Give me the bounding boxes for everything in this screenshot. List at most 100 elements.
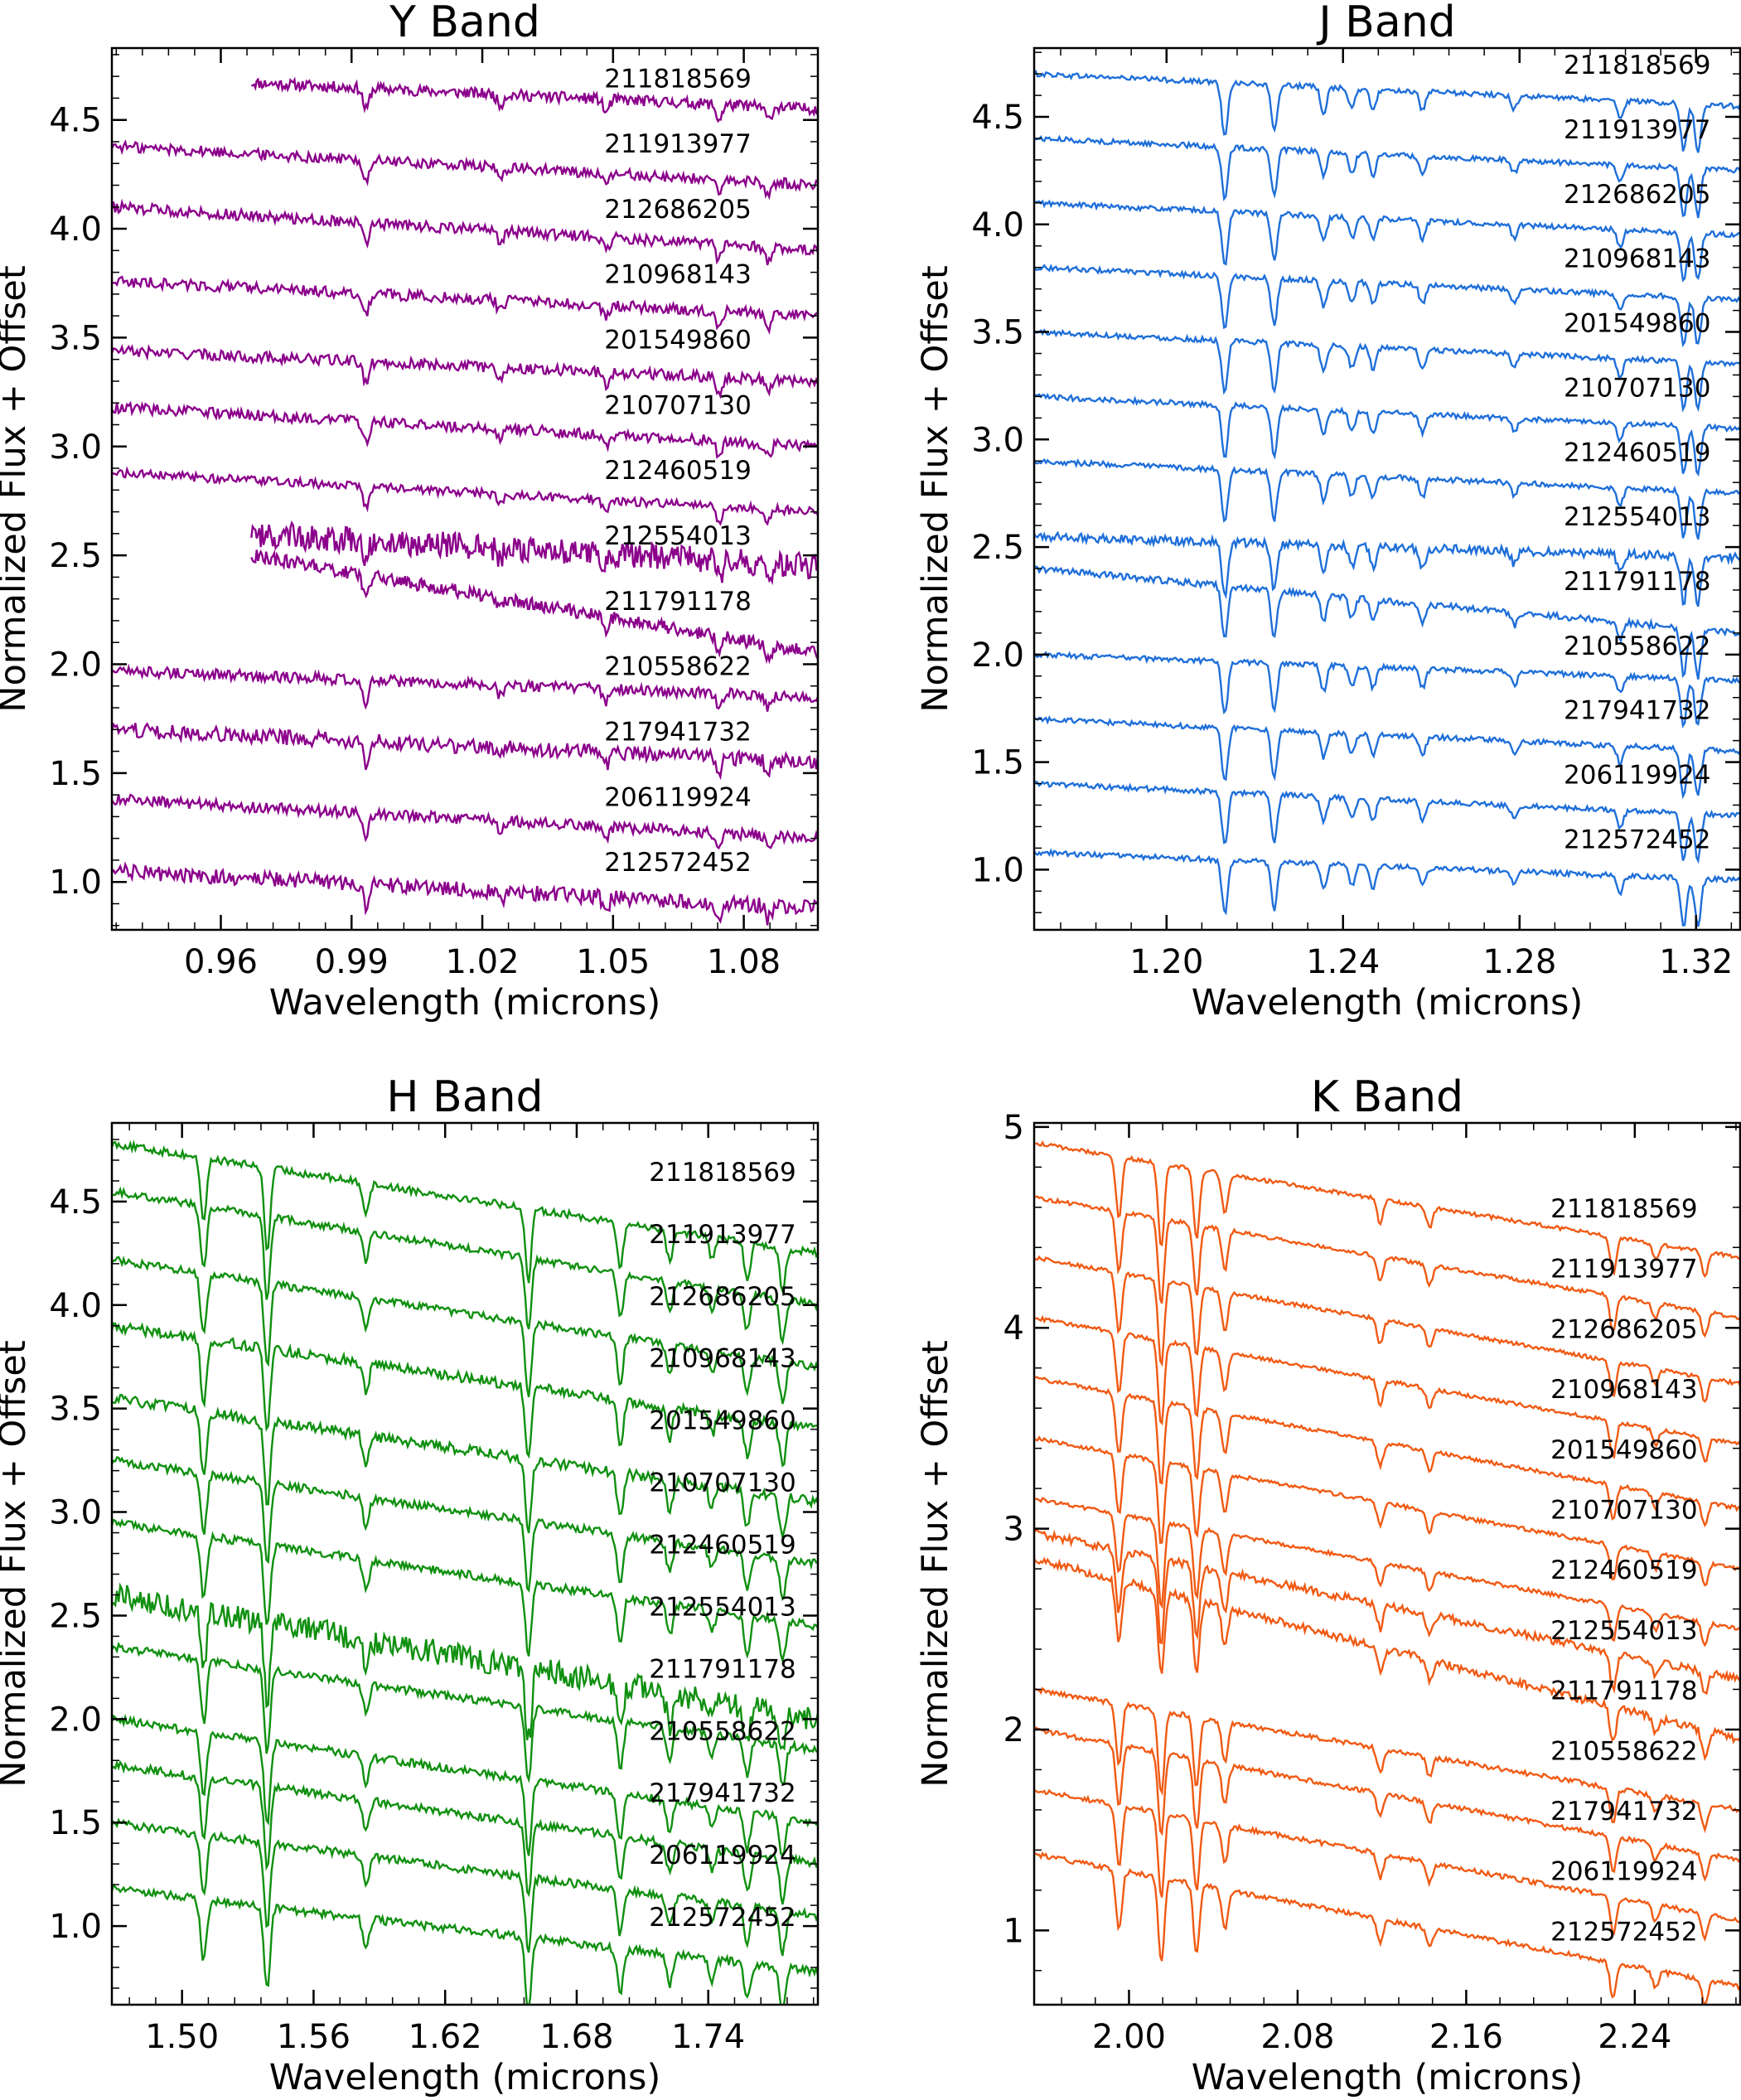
star-label: 212460519 <box>649 1531 796 1560</box>
spectrum-line-212554013 <box>1034 1528 1740 1696</box>
spectra <box>1034 1140 1740 2005</box>
y-tick-label: 2 <box>1003 1711 1024 1749</box>
x-tick-label: 1.32 <box>1659 943 1733 981</box>
spectrum-line-211818569 <box>1034 1140 1740 1279</box>
star-label: 210707130 <box>1564 373 1711 403</box>
spectrum-line-210558622 <box>1034 1686 1740 1834</box>
y-tick-label: 4.5 <box>971 99 1024 137</box>
star-label: 212686205 <box>649 1282 796 1312</box>
star-label: 211791178 <box>1550 1677 1698 1706</box>
star-label: 211913977 <box>604 129 752 159</box>
panel-title: H Band <box>386 1072 543 1122</box>
y-tick-label: 1.0 <box>49 1908 102 1946</box>
x-axis-label: Wavelength (microns) <box>1192 982 1583 1023</box>
star-label: 211791178 <box>649 1654 796 1684</box>
spectrum-line-211913977 <box>1034 1195 1740 1338</box>
star-label: 211913977 <box>1550 1255 1698 1285</box>
star-label: 210968143 <box>1550 1375 1698 1405</box>
y-tick-label: 4.0 <box>49 210 102 249</box>
star-label: 212686205 <box>604 195 752 225</box>
star-label: 206119924 <box>649 1841 796 1870</box>
y-tick-label: 1.5 <box>971 744 1024 782</box>
star-label: 212554013 <box>1550 1616 1698 1646</box>
star-label: 211913977 <box>1564 115 1711 145</box>
x-tick-label: 1.50 <box>145 2018 219 2056</box>
x-tick-label: 1.68 <box>539 2018 613 2056</box>
x-tick-label: 1.20 <box>1129 943 1203 981</box>
spectrum-line-206119924 <box>112 1817 818 1957</box>
spectrum-line-212460519 <box>112 1518 818 1664</box>
star-label: 211818569 <box>604 64 752 94</box>
y-tick-label: 2.5 <box>49 537 102 575</box>
spectrum-line-212686205 <box>112 198 818 266</box>
star-label: 210707130 <box>1550 1495 1698 1525</box>
spectrum-line-206119924 <box>112 793 818 850</box>
star-label: 211791178 <box>1564 567 1711 597</box>
x-tick-label: 1.74 <box>671 2018 745 2056</box>
spectrum-line-206119924 <box>1034 1788 1740 1943</box>
star-label: 212460519 <box>1564 438 1711 467</box>
star-label: 210707130 <box>604 390 752 420</box>
spectrum-line-212460519 <box>112 466 818 526</box>
spectrum-line-210558622 <box>112 663 818 712</box>
star-label: 217941732 <box>1564 696 1711 726</box>
y-tick-label: 2.5 <box>49 1597 102 1635</box>
x-tick-label: 1.24 <box>1306 943 1380 981</box>
spectra <box>112 1140 818 2005</box>
star-label: 201549860 <box>604 326 752 356</box>
star-label: 210558622 <box>1564 631 1711 661</box>
star-label: 201549860 <box>1564 309 1711 339</box>
j-band-panel: 1.20 1.24 1.28 1.32 1.0 1.5 2.0 2.5 3.0 3.5 4.0 4.5… <box>915 0 1741 1023</box>
y-tick-label: 1.0 <box>971 851 1024 889</box>
h-band-panel: 1.50 1.56 1.62 1.68 1.74 1.0 1.5 2.0 2.5 3.0 3.5 4.… <box>0 1072 820 2098</box>
spectrum-line-210707130 <box>1034 1435 1740 1587</box>
star-label: 217941732 <box>604 717 752 747</box>
y-axis-label: Normalized Flux + Offset <box>915 265 956 712</box>
star-label: 211913977 <box>649 1220 796 1250</box>
y-tick-label: 3.5 <box>49 1391 102 1429</box>
spectrum-line-201549860 <box>112 343 818 399</box>
star-label: 212460519 <box>1550 1556 1698 1585</box>
star-label: 210558622 <box>1550 1736 1698 1766</box>
spectrum-line-212460519 <box>1034 1497 1740 1648</box>
x-tick-label: 2.24 <box>1598 2018 1671 2056</box>
spectrum-line-210968143 <box>112 1322 818 1468</box>
spectrum-line-201549860 <box>112 1394 818 1538</box>
star-label: 217941732 <box>649 1778 796 1808</box>
spectrum-line-217941732 <box>112 722 818 781</box>
star-label: 212686205 <box>1550 1314 1698 1344</box>
spectrum-line-211791178 <box>1034 565 1740 680</box>
spectrum-line-210968143 <box>112 275 818 335</box>
star-label: 212572452 <box>1564 825 1711 854</box>
spectrum-line-211818569 <box>251 76 818 123</box>
y-tick-label: 4.5 <box>49 1183 102 1222</box>
y-tick-label: 1.5 <box>49 755 102 793</box>
spectrum-line-211791178 <box>112 1641 818 1785</box>
y-tick-label: 3.0 <box>971 421 1024 459</box>
spectrum-line-212686205 <box>112 1256 818 1405</box>
x-tick-label: 1.08 <box>707 943 781 981</box>
star-label: 210558622 <box>604 652 752 682</box>
panel-title: Y Band <box>389 0 540 47</box>
spectrum-line-211791178 <box>1034 1556 1740 1762</box>
y-tick-label: 4.0 <box>971 206 1024 244</box>
spectrum-line-212554013 <box>112 1582 818 1751</box>
x-axis-label: Wavelength (microns) <box>269 982 660 1023</box>
x-tick-label: 2.16 <box>1429 2018 1503 2056</box>
star-label: 212554013 <box>604 521 752 551</box>
y-tick-label: 2.5 <box>971 529 1024 567</box>
spectrum-line-212554013 <box>1034 530 1740 607</box>
axes-frame <box>1033 1121 1741 2006</box>
axes-frame <box>110 1121 820 2006</box>
star-label: 212572452 <box>604 848 752 878</box>
star-label: 210968143 <box>1564 244 1711 274</box>
star-label: 206119924 <box>604 782 752 812</box>
y-tick-label: 1.5 <box>49 1804 102 1842</box>
spectrum-line-217941732 <box>112 1759 818 1905</box>
spectrum-line-212460519 <box>1034 457 1740 540</box>
y-tick-label: 2.0 <box>49 646 102 684</box>
spectrum-line-212572452 <box>1034 1851 1740 2005</box>
y-tick-label: 4.5 <box>49 102 102 140</box>
star-label: 212460519 <box>604 456 752 486</box>
spectrum-line-201549860 <box>1034 328 1740 413</box>
